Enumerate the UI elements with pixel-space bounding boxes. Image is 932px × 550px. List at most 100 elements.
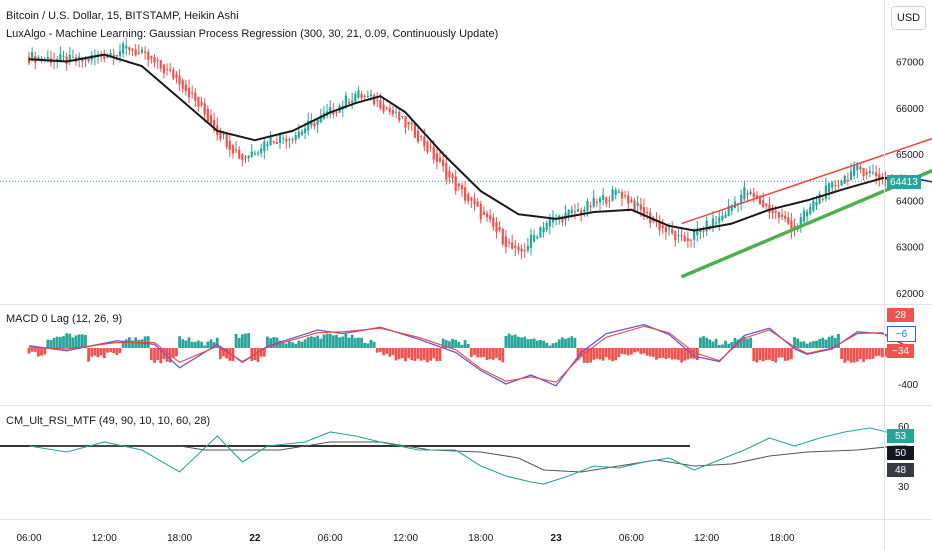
candle-body xyxy=(420,136,423,138)
macd-histogram-bar xyxy=(623,348,627,355)
candle-body xyxy=(197,96,200,107)
macd-histogram-bar xyxy=(510,335,514,348)
macd-histogram-bar xyxy=(84,334,87,348)
candle-body xyxy=(824,185,828,199)
macd-histogram-bar xyxy=(62,336,65,348)
macd-histogram-bar xyxy=(645,348,649,356)
macd-histogram-bar xyxy=(244,333,247,348)
macd-histogram-bar xyxy=(341,336,345,348)
candle-body xyxy=(319,115,322,123)
candle-body xyxy=(511,242,514,249)
candle-body xyxy=(87,58,90,62)
macd-histogram-bar xyxy=(724,340,727,348)
candle-body xyxy=(504,236,507,248)
macd-histogram-bar xyxy=(197,340,200,348)
macd-histogram-bar xyxy=(711,341,715,348)
candle-body xyxy=(517,246,520,251)
macd-histogram-bar xyxy=(379,348,382,352)
candle-body xyxy=(771,208,774,214)
macd-indicator-legend[interactable]: MACD 0 Lag (12, 26, 9) xyxy=(6,313,123,325)
candle-body xyxy=(304,128,307,134)
macd-histogram-bar xyxy=(234,333,238,348)
candle-body xyxy=(827,183,831,193)
candle-body xyxy=(137,52,140,54)
candle-body xyxy=(373,95,376,105)
candle-body xyxy=(376,99,379,101)
candle-body xyxy=(165,68,169,70)
candle-body xyxy=(633,200,636,211)
macd-histogram-bar xyxy=(432,348,436,359)
candle-body xyxy=(699,229,702,232)
pane-divider-macd[interactable] xyxy=(0,304,932,305)
macd-histogram-bar xyxy=(178,336,181,348)
macd-histogram-bar xyxy=(805,343,809,348)
macd-histogram-bar xyxy=(548,345,552,348)
gpr-indicator-legend[interactable]: LuxAlgo - Machine Learning: Gaussian Pro… xyxy=(6,28,499,40)
candle-body xyxy=(580,210,583,214)
macd-histogram-bar xyxy=(560,337,564,348)
channel-upper-line xyxy=(681,137,932,225)
macd-histogram-bar xyxy=(504,335,508,348)
candle-body xyxy=(250,151,253,157)
macd-histogram-bar xyxy=(507,333,511,348)
symbol-legend[interactable]: Bitcoin / U.S. Dollar, 15, BITSTAMP, Hei… xyxy=(6,10,239,22)
macd-histogram-bar xyxy=(473,348,476,356)
candle-body xyxy=(482,211,486,216)
macd-histogram-bar xyxy=(222,348,225,357)
candle-body xyxy=(674,231,677,241)
macd-histogram-bar xyxy=(426,348,429,363)
macd-histogram-bar xyxy=(153,348,156,363)
macd-histogram-bar xyxy=(429,348,432,361)
macd-histogram-bar xyxy=(109,348,112,353)
candle-body xyxy=(187,87,191,98)
macd-histogram-bar xyxy=(328,333,332,348)
candle-body xyxy=(802,210,806,222)
candle-body xyxy=(784,215,787,219)
candle-body xyxy=(614,190,617,195)
rsi-indicator-legend[interactable]: CM_Ult_RSI_MTF (49, 90, 10, 10, 60, 28) xyxy=(6,415,211,427)
macd-histogram-bar xyxy=(683,348,687,361)
candle-body xyxy=(153,57,156,63)
candle-body xyxy=(696,228,699,236)
macd-histogram-bar xyxy=(658,348,662,359)
macd-histogram-bar xyxy=(786,348,790,361)
macd-histogram-bar xyxy=(520,337,523,348)
last-price-tag: 64413 xyxy=(887,175,921,189)
currency-button[interactable]: USD xyxy=(891,6,926,30)
macd-histogram-bar xyxy=(284,343,288,348)
candle-body xyxy=(661,225,664,228)
candle-body xyxy=(595,202,598,204)
candle-body xyxy=(539,227,542,238)
pane-divider-rsi[interactable] xyxy=(0,405,932,406)
macd-histogram-bar xyxy=(46,339,50,348)
candle-body xyxy=(583,209,586,212)
macd-histogram-bar xyxy=(485,348,489,361)
candle-body xyxy=(294,135,297,140)
candle-body xyxy=(394,111,398,113)
candle-body xyxy=(592,197,595,207)
macd-histogram-bar xyxy=(203,345,207,348)
macd-histogram-bar xyxy=(422,348,426,360)
candle-body xyxy=(526,245,529,251)
macd-histogram-bar xyxy=(303,339,307,348)
candle-body xyxy=(172,69,175,79)
candle-body xyxy=(351,100,354,103)
candle-body xyxy=(881,176,884,178)
macd-histogram-bar xyxy=(165,348,169,362)
candle-body xyxy=(71,57,75,59)
macd-histogram-bar xyxy=(545,342,549,348)
candle-body xyxy=(476,201,479,207)
macd-histogram-bar xyxy=(256,348,260,363)
macd-histogram-bar xyxy=(714,338,718,348)
time-axis-divider xyxy=(0,519,932,520)
candle-body xyxy=(169,69,172,71)
macd-histogram-bar xyxy=(200,341,203,348)
candle-body xyxy=(727,205,730,217)
macd-histogram-bar xyxy=(360,337,363,348)
candle-body xyxy=(231,145,235,154)
macd-histogram-bar xyxy=(460,344,464,348)
macd-histogram-bar xyxy=(444,340,448,348)
macd-histogram-bar xyxy=(774,348,778,363)
candle-body xyxy=(366,95,369,97)
